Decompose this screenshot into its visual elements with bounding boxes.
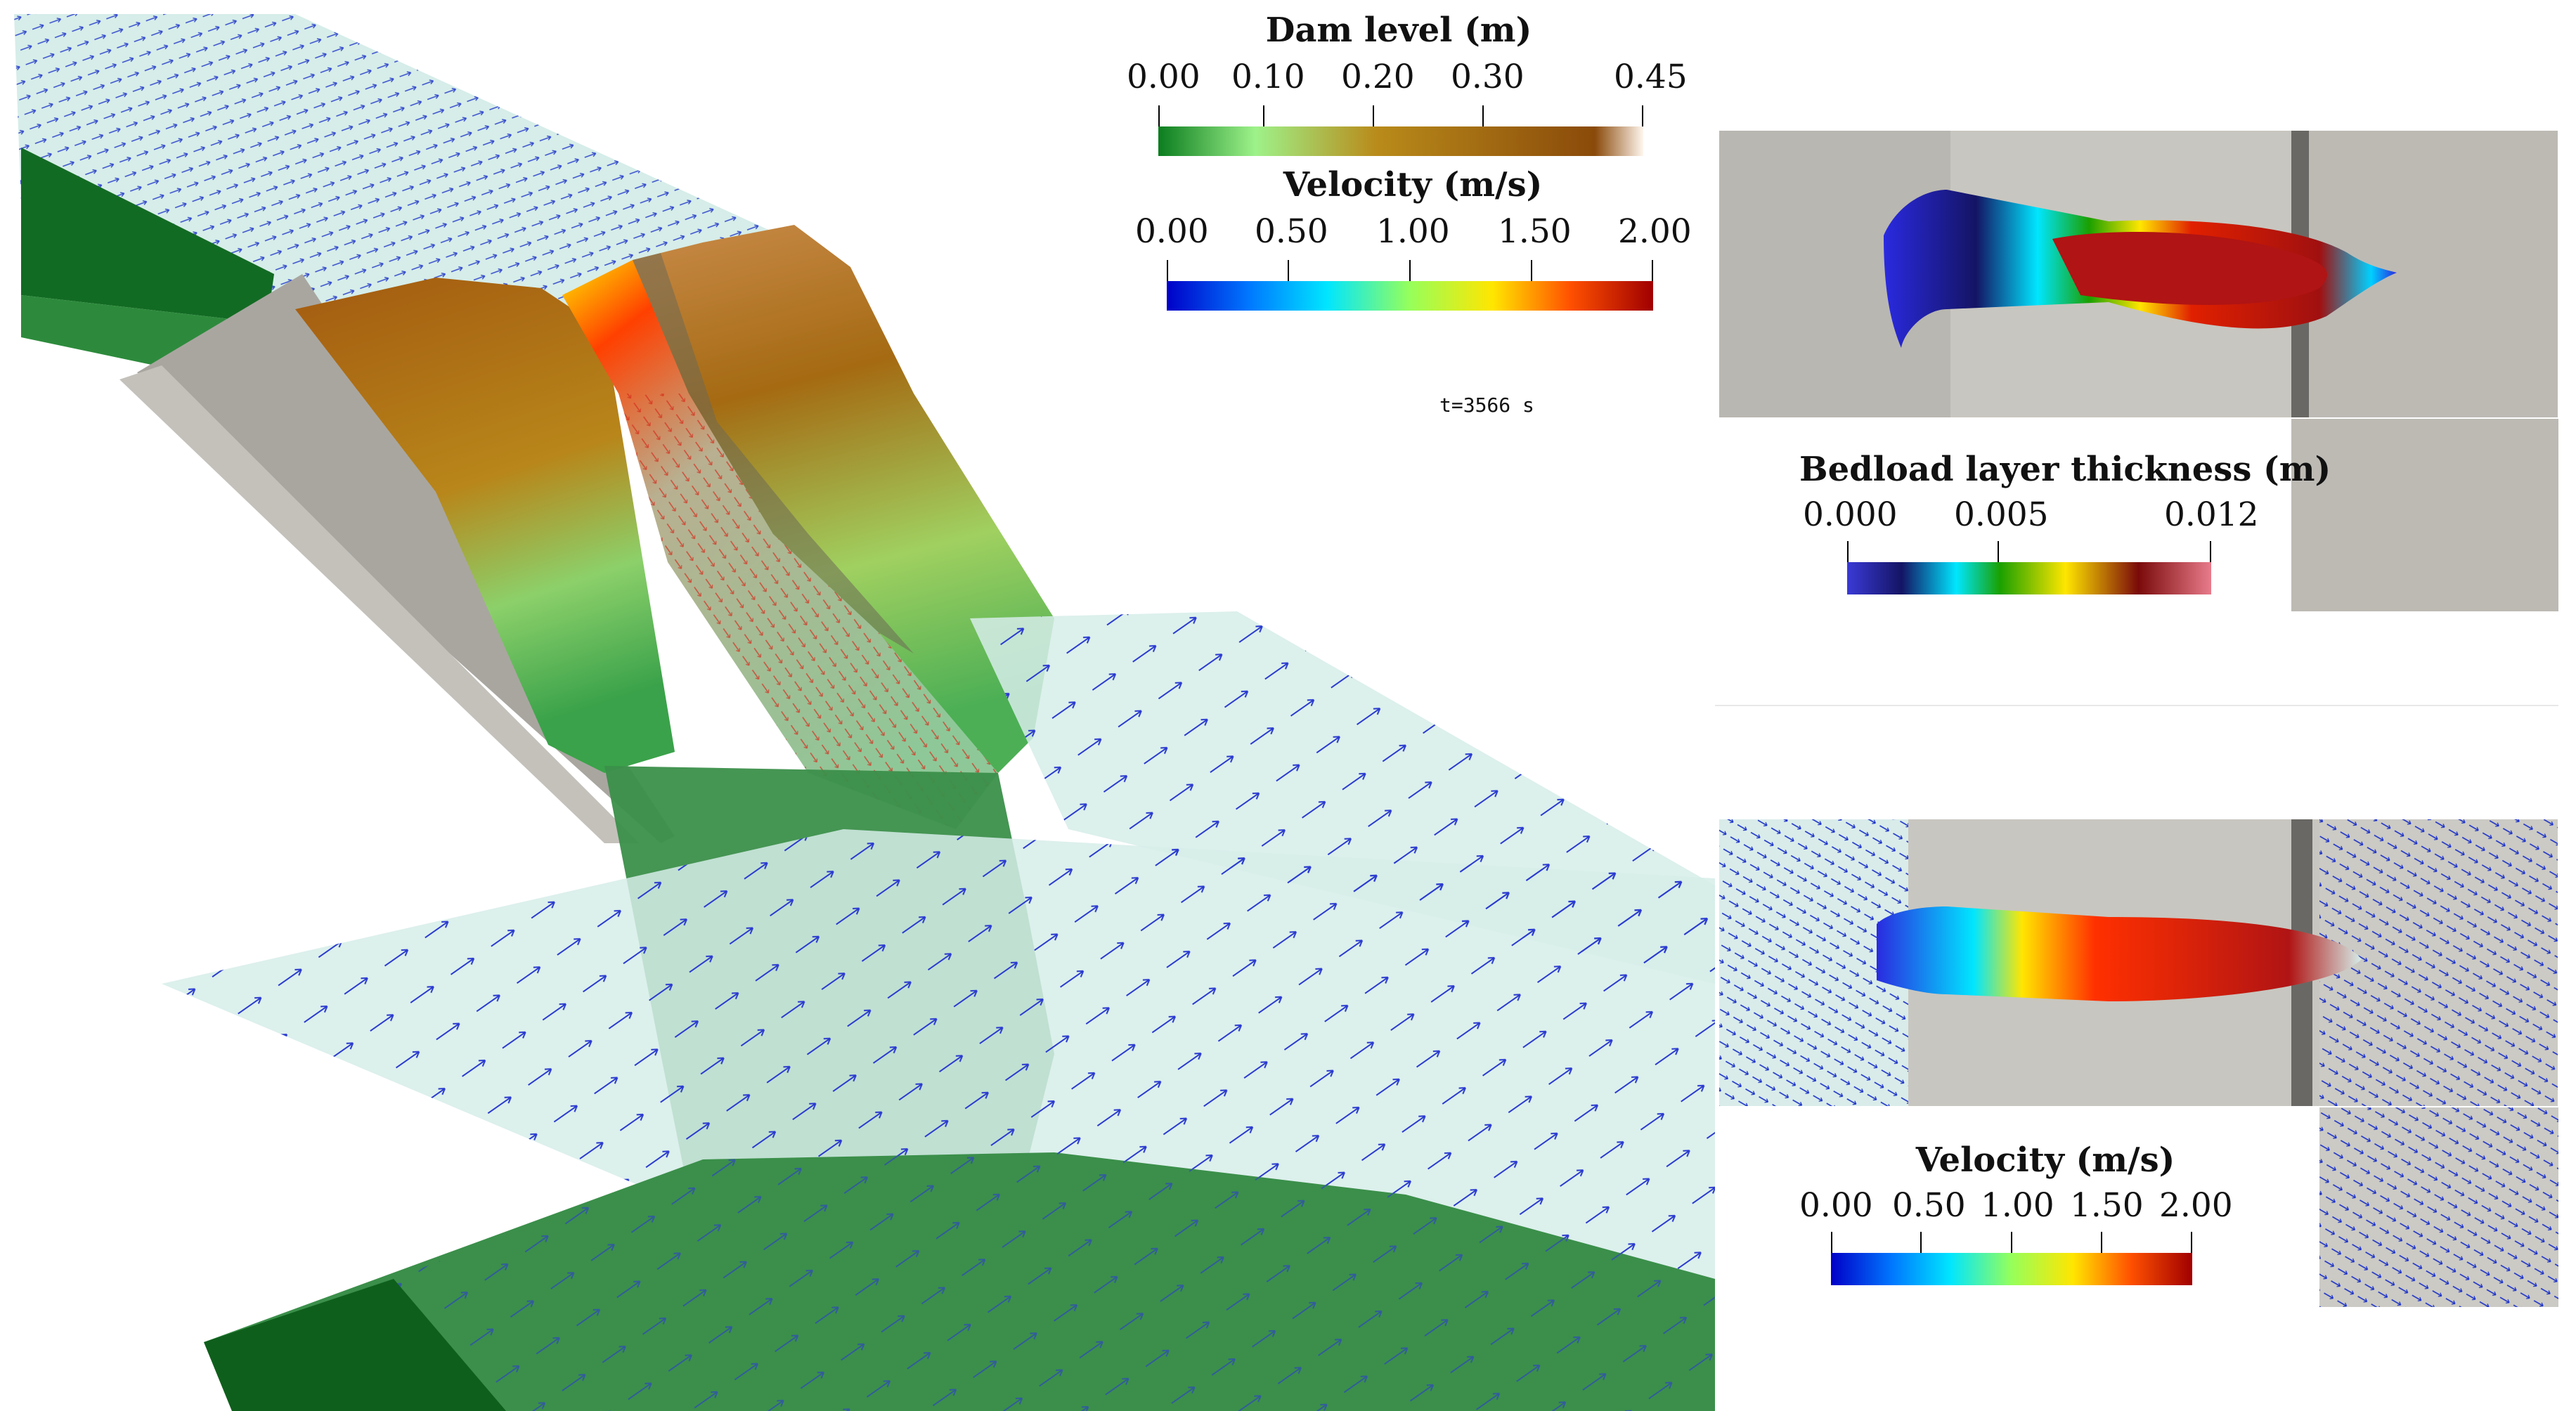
bedload-tick-0: 0.000 [1803,495,1898,534]
time-label: t=3566 s [1439,394,1534,417]
dam-level-tick-1: 0.10 [1231,58,1305,96]
velocity-side-colorbar [1831,1232,2192,1285]
velocity-colorbar [1167,260,1653,311]
velocity-side-colorbar-title: Velocity (m/s) [1915,1140,2175,1180]
panel-divider [1715,705,2558,706]
velocity-side-tick-3: 1.50 [2070,1186,2144,1225]
dam-level-tick-2: 0.20 [1341,58,1415,96]
velocity-colorbar-title: Velocity (m/s) [1283,165,1543,204]
velocity-panel [1715,706,2576,1411]
main-3d-render [14,14,1715,1411]
velocity-tick-0: 0.00 [1135,212,1209,251]
velocity-render [1715,706,2576,1411]
main-3d-scene [14,14,1715,1411]
dam-level-tick-3: 0.30 [1451,58,1525,96]
bedload-tick-2: 0.012 [2164,495,2259,534]
velocity-tick-2: 1.00 [1376,212,1450,251]
velocity-tick-1: 0.50 [1255,212,1328,251]
velocity-tick-3: 1.50 [1498,212,1572,251]
dam-level-tick-4: 0.45 [1614,58,1688,96]
bedload-panel [1715,0,2576,703]
dam-level-colorbar [1158,105,1643,156]
velocity-side-tick-4: 2.00 [2159,1186,2233,1225]
dam-level-colorbar-title: Dam level (m) [1265,11,1532,50]
bedload-tick-1: 0.005 [1954,495,2049,534]
dam-level-tick-0: 0.00 [1127,58,1200,96]
velocity-side-tick-0: 0.00 [1799,1186,1873,1225]
bedload-render [1715,0,2576,703]
velocity-side-tick-2: 1.00 [1981,1186,2054,1225]
velocity-side-tick-1: 0.50 [1892,1186,1966,1225]
velocity-tick-4: 2.00 [1618,212,1692,251]
bedload-colorbar [1847,541,2211,594]
bedload-colorbar-title: Bedload layer thickness (m) [1799,450,2331,489]
